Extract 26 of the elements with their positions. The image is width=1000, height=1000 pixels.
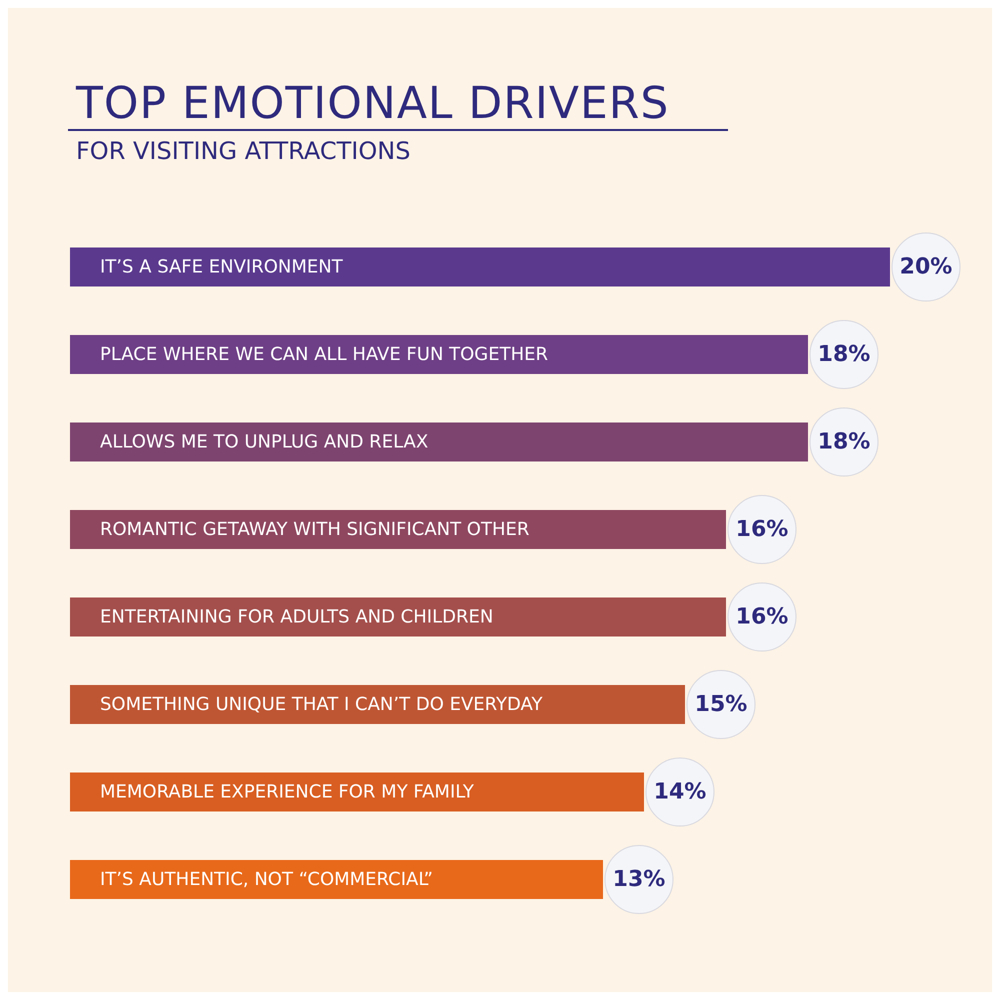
y-tick-label: IT’S AUTHENTIC, NOT “COMMERCIAL” <box>100 869 433 890</box>
data-label: 16% <box>736 604 788 630</box>
y-tick-label: ENTERTAINING FOR ADULTS AND CHILDREN <box>100 606 494 628</box>
data-label: 13% <box>612 867 666 892</box>
data-label: 14% <box>654 780 706 804</box>
y-tick-label: ROMANTIC GETAWAY WITH SIGNIFICANT OTHER <box>100 519 530 540</box>
y-tick-label: SOMETHING UNIQUE THAT I CAN’T DO EVERYDAY <box>100 694 544 715</box>
bar <box>70 335 808 374</box>
data-label: 18% <box>818 430 870 454</box>
y-tick-label: ALLOWS ME TO UNPLUG AND RELAX <box>100 432 428 452</box>
chart-title: TOP EMOTIONAL DRIVERS <box>68 78 728 131</box>
y-tick-label: IT’S A SAFE ENVIRONMENT <box>100 256 344 278</box>
y-tick-label: PLACE WHERE WE CAN ALL HAVE FUN TOGETHER <box>100 344 548 365</box>
bar <box>70 860 603 899</box>
bar <box>70 248 890 286</box>
bar <box>70 598 726 636</box>
data-label: 16% <box>736 517 788 542</box>
bar <box>70 685 685 724</box>
data-label: 15% <box>694 692 748 717</box>
bar <box>70 422 808 462</box>
bar <box>70 510 726 549</box>
data-label: 18% <box>818 342 870 367</box>
chart-subtitle: FOR VISITING ATTRACTIONS <box>75 137 412 165</box>
bar <box>70 772 644 812</box>
y-tick-label: MEMORABLE EXPERIENCE FOR MY FAMILY <box>100 782 475 802</box>
data-label: 20% <box>900 254 952 280</box>
